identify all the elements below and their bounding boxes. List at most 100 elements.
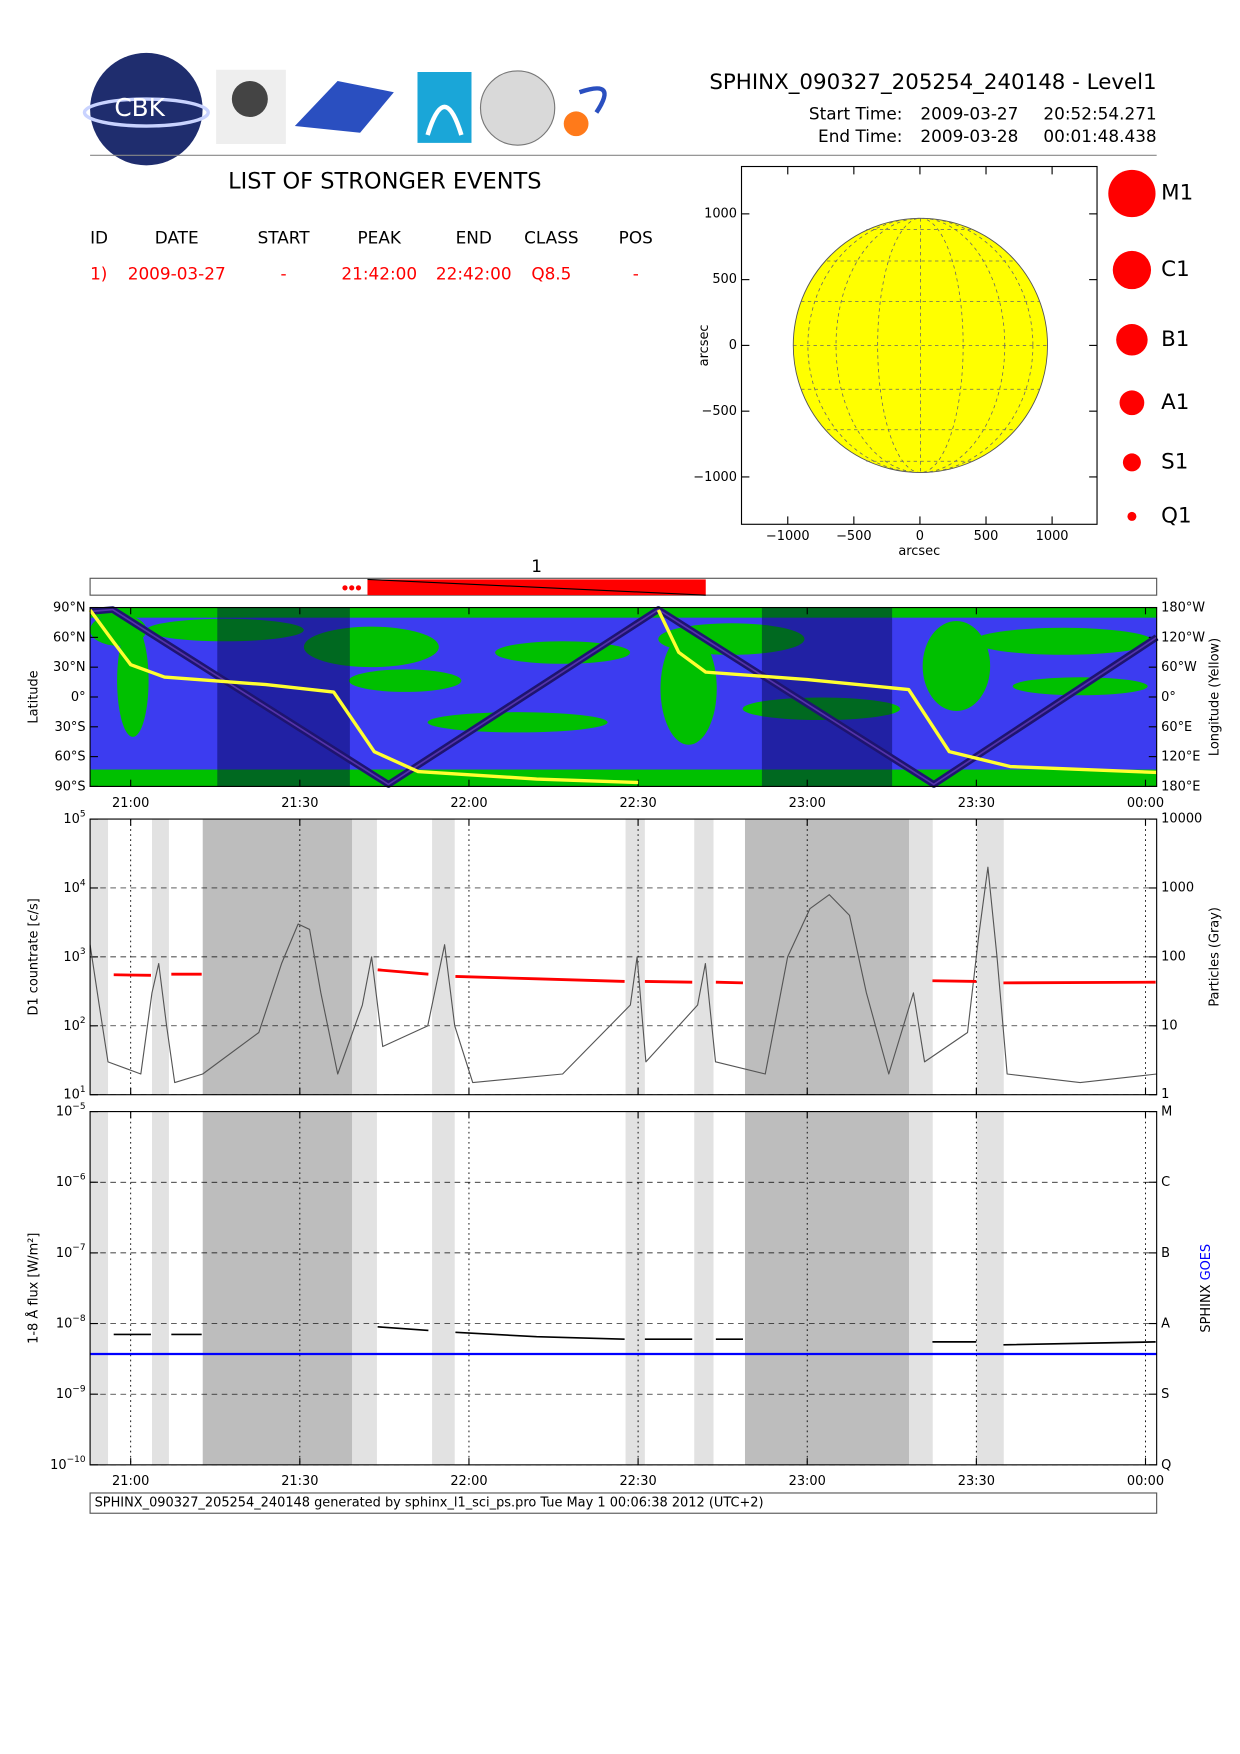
y-tick-label: 180°W (1161, 600, 1205, 615)
y-axis-label: 1-8 Å flux [W/m²] (25, 1233, 41, 1344)
tick-exponent: −5 (72, 1101, 85, 1111)
class-marker (1112, 250, 1152, 290)
tick-base: 10 (63, 1087, 79, 1102)
tick-base: 10 (63, 812, 79, 827)
shaded-interval (744, 1111, 910, 1465)
shaded-interval (202, 1111, 353, 1465)
y2-axis-label: Longitude (Yellow) (1208, 638, 1223, 756)
y-tick-label: −1000 (693, 469, 737, 484)
map-background (90, 607, 1157, 787)
footer-box (89, 1492, 1158, 1514)
tick-base: Q (1161, 1457, 1171, 1472)
y2-axis-label: Particles (Gray) (1208, 907, 1223, 1007)
x-tick-label: 21:00 (112, 1474, 149, 1489)
tick-base: 30°S (54, 719, 85, 734)
y-tick-label: 0 (729, 338, 737, 353)
y-tick-label: 10−8 (56, 1313, 86, 1331)
x-tick-label: 1000 (1036, 529, 1069, 544)
series-line (89, 866, 1157, 1084)
y-tick-label: 10000 (1161, 812, 1202, 827)
y-tick-label: 101 (63, 1085, 85, 1103)
y-tick-label: 105 (63, 809, 85, 827)
shaded-interval (151, 1111, 169, 1465)
y-axis-label: Latitude (26, 670, 41, 723)
events-title: LIST OF STRONGER EVENTS (228, 169, 541, 195)
y-tick-label: 10−6 (56, 1172, 86, 1190)
shaded-interval (217, 607, 350, 787)
legend: SPHINX GOES (1199, 1244, 1214, 1333)
tick-exponent: −7 (72, 1243, 85, 1253)
column-header: END (456, 228, 492, 248)
tick-exponent: 3 (80, 947, 86, 957)
tick-base: B (1161, 1245, 1170, 1260)
x-tick-label: 22:30 (619, 796, 656, 811)
y-tick-label: C (1161, 1175, 1170, 1190)
tick-base: S (1161, 1387, 1169, 1402)
end-time: 00:01:48.438 (1043, 126, 1156, 146)
tick-base: 10 (50, 1457, 66, 1472)
tick-exponent: −8 (72, 1313, 86, 1323)
event-cell: 1) (90, 264, 107, 284)
plot-frame (89, 606, 1158, 787)
x-tick-label: −500 (836, 529, 872, 544)
y-tick-label: 10−9 (56, 1384, 86, 1402)
column-header: POS (619, 228, 653, 248)
tick-base: C (1161, 1175, 1170, 1190)
tick-exponent: −10 (67, 1455, 86, 1465)
y-tick-label: 60°S (54, 749, 85, 764)
tick-exponent: 4 (80, 878, 86, 888)
tick-base: A (1161, 1316, 1170, 1331)
y-tick-label: 60°W (1161, 660, 1197, 675)
tick-base: 30°N (53, 660, 86, 675)
y-tick-label: M (1161, 1104, 1172, 1119)
class-label: B1 (1161, 327, 1189, 352)
x-axis-label: arcsec (898, 544, 940, 559)
shaded-interval (976, 819, 1004, 1095)
y-tick-label: A (1161, 1316, 1170, 1331)
start-time: 20:52:54.271 (1043, 104, 1156, 124)
x-tick-label: 21:00 (112, 796, 149, 811)
y-tick-label: 100 (1161, 949, 1186, 964)
class-marker (1116, 324, 1148, 356)
tick-exponent: −9 (72, 1384, 86, 1394)
y-tick-label: Q (1161, 1457, 1171, 1472)
sun-disk (792, 217, 1048, 473)
y-tick-label: 102 (63, 1016, 85, 1034)
event-cell: Q8.5 (531, 264, 571, 284)
y-tick-label: 10 (1161, 1018, 1177, 1033)
tick-base: 180°W (1161, 600, 1205, 615)
y-tick-label: B (1161, 1245, 1170, 1260)
plot-frame (740, 165, 1098, 525)
plot-frame (89, 1111, 1158, 1466)
shaded-interval (909, 1111, 933, 1465)
tick-exponent: 5 (80, 809, 86, 819)
class-label: S1 (1161, 449, 1188, 474)
class-label: Q1 (1161, 503, 1191, 528)
tick-base: 180°E (1161, 779, 1200, 794)
class-marker (1122, 453, 1141, 472)
x-tick-label: 23:00 (789, 1474, 826, 1489)
x-tick-label: 22:00 (450, 1474, 487, 1489)
x-tick-label: 22:00 (450, 796, 487, 811)
y-tick-label: 103 (63, 947, 85, 965)
y-tick-label: 0° (71, 689, 86, 704)
y-tick-label: 60°N (53, 630, 86, 645)
x-tick-label: 23:30 (958, 796, 995, 811)
event-label: 1 (531, 556, 542, 576)
y-tick-label: 0° (1161, 689, 1176, 704)
tick-base: −500 (702, 404, 737, 419)
event-cell: 2009-03-27 (128, 264, 226, 284)
class-marker (1119, 390, 1145, 416)
column-header: CLASS (524, 228, 579, 248)
y-tick-label: S (1161, 1387, 1169, 1402)
tick-base: 10 (56, 1104, 72, 1119)
tick-base: 90°N (53, 600, 86, 615)
tick-exponent: −6 (72, 1172, 86, 1182)
class-legend: M1 C1 B1 A1 S1 Q1 (1108, 169, 1193, 528)
y-tick-label: 10−5 (56, 1101, 86, 1119)
column-header: DATE (155, 228, 199, 248)
tick-base: 10 (56, 1387, 72, 1402)
shaded-interval (976, 1111, 1004, 1465)
y-tick-label: 60°E (1161, 719, 1192, 734)
event-dot (355, 585, 362, 591)
